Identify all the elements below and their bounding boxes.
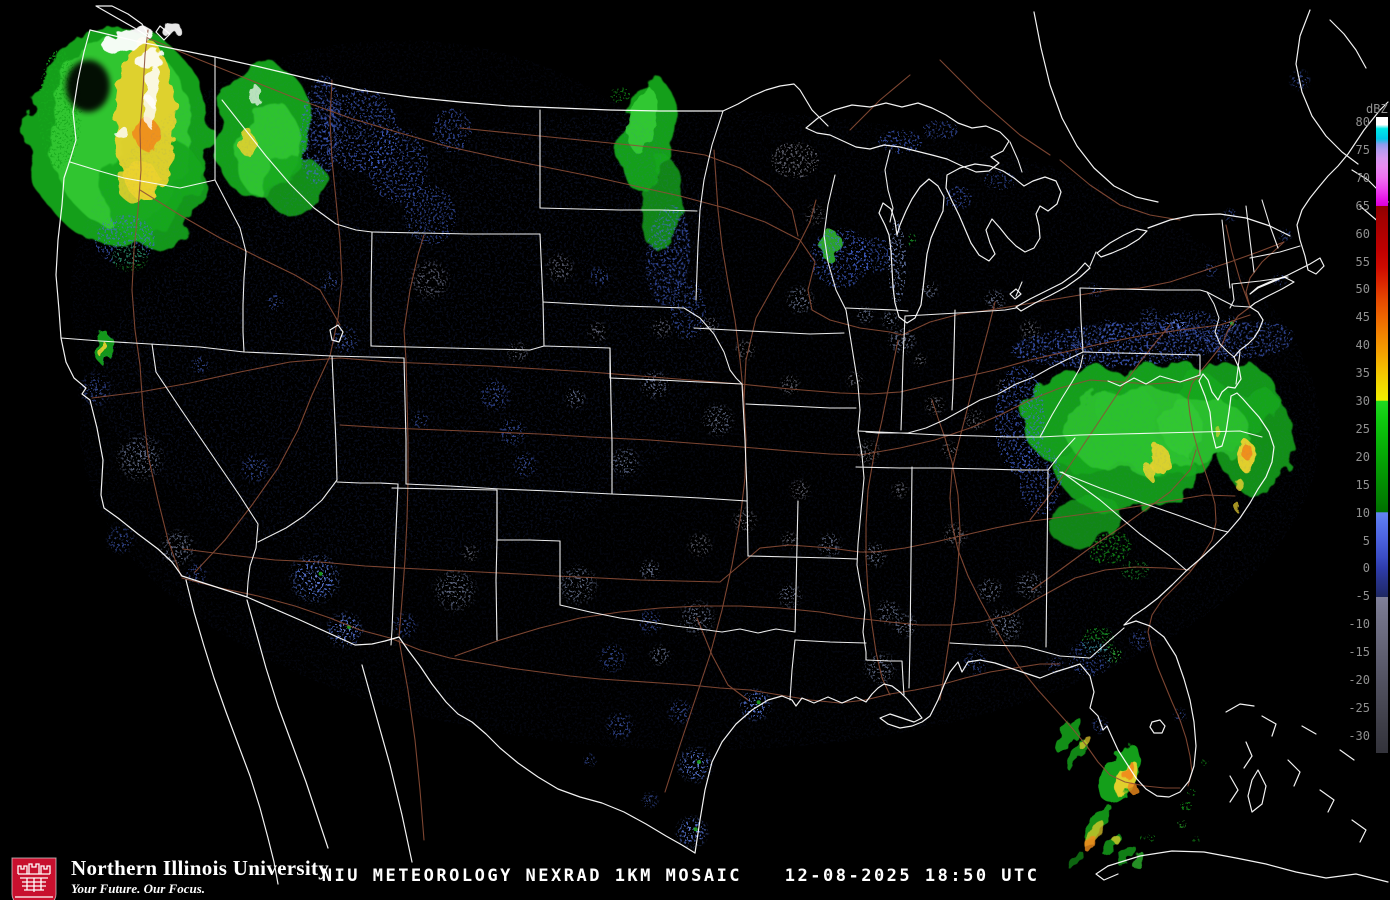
- radar-echo: [162, 23, 182, 37]
- radar-site-clutter: [640, 790, 660, 810]
- radar-echo-fleck: [697, 760, 701, 764]
- legend-tick-label: 55: [1355, 254, 1370, 269]
- legend-tick-label: 0: [1362, 561, 1370, 576]
- legend-tick-label: 60: [1355, 226, 1370, 241]
- radar-echo: [103, 27, 153, 53]
- legend-tick-label: -25: [1348, 700, 1370, 715]
- radar-echo-fleck: [693, 827, 698, 832]
- radar-echo: [1132, 855, 1144, 869]
- radar-echo: [145, 63, 159, 107]
- radar-echo: [1140, 834, 1156, 842]
- radar-echo: [1180, 801, 1192, 811]
- legend-tick-label: 35: [1355, 366, 1370, 381]
- university-tagline: Your Future. Our Focus.: [71, 881, 206, 896]
- radar-precip-echoes: [26, 23, 1320, 869]
- radar-echo: [1084, 836, 1096, 848]
- legend-tick-label: 10: [1355, 505, 1370, 520]
- coastlines: [55, 5, 1389, 885]
- legend-tick-label: 15: [1355, 477, 1370, 492]
- caption-timestamp: 12-08-2025 18:50 UTC: [784, 866, 1040, 886]
- radar-echo: [1055, 718, 1081, 752]
- radar-echo: [1111, 835, 1121, 845]
- radar-echo: [66, 60, 110, 112]
- radar-echo: [1177, 820, 1187, 828]
- legend-dbz-label: dBZ: [1366, 102, 1388, 116]
- radar-echo: [1079, 735, 1091, 749]
- radar-echo: [70, 40, 730, 560]
- radar-site-clutter: [1277, 227, 1293, 243]
- highway-lines: [91, 29, 1285, 841]
- legend-tick-label: -30: [1348, 728, 1370, 743]
- legend-tick-label: 45: [1355, 310, 1370, 325]
- radar-site-clutter: [582, 752, 598, 768]
- niu-branding: NIU Northern Illinois University Your Fu…: [10, 856, 329, 900]
- state-borders: [60, 56, 1301, 701]
- radar-echo: [145, 96, 155, 128]
- radar-echo: [1068, 851, 1084, 869]
- radar-echo: [1129, 782, 1137, 794]
- radar-echo: [610, 87, 630, 103]
- university-name: Northern Illinois University: [71, 856, 330, 880]
- reflectivity-color-scale: [1376, 117, 1388, 753]
- radar-echo: [1121, 763, 1135, 781]
- legend-tick-label: 30: [1355, 394, 1370, 408]
- legend-tick-label: -15: [1348, 645, 1370, 660]
- radar-echo: [1118, 845, 1136, 865]
- caption-title: NIU METEOROLOGY NEXRAD 1KM MOSAIC: [321, 866, 743, 886]
- legend-tick-label: 50: [1355, 282, 1370, 297]
- legend-tick-label: -5: [1355, 589, 1370, 604]
- legend-tick-label: 40: [1355, 338, 1370, 353]
- legend-tick-label: 75: [1355, 142, 1370, 157]
- radar-site-clutter: [674, 814, 710, 850]
- radar-site-clutter: [1090, 715, 1110, 735]
- castle-icon: [17, 863, 51, 892]
- great-lakes: [329, 102, 1166, 734]
- legend-tick-label: 20: [1355, 449, 1370, 464]
- radar-echo: [137, 48, 163, 68]
- legend-tick-label: -20: [1348, 673, 1370, 687]
- radar-site-clutter: [1272, 272, 1288, 288]
- legend-tick-label: 25: [1355, 421, 1370, 436]
- mosaic-caption: NIU METEOROLOGY NEXRAD 1KM MOSAIC 12-08-…: [322, 866, 1040, 886]
- niu-shield-logo: NIU: [11, 857, 57, 900]
- legend-tick-label: 5: [1362, 533, 1370, 548]
- radar-echo: [114, 128, 130, 138]
- radar-site-clutter: [675, 745, 715, 785]
- radar-echo: [1192, 836, 1200, 844]
- legend-tick-label: 80: [1355, 115, 1370, 129]
- legend-tick-label: -10: [1348, 617, 1370, 632]
- radar-echo: [1201, 758, 1209, 766]
- radar-echo: [1187, 788, 1197, 796]
- legend-tick-label: 70: [1355, 170, 1370, 185]
- legend-tick-label: 65: [1355, 198, 1370, 213]
